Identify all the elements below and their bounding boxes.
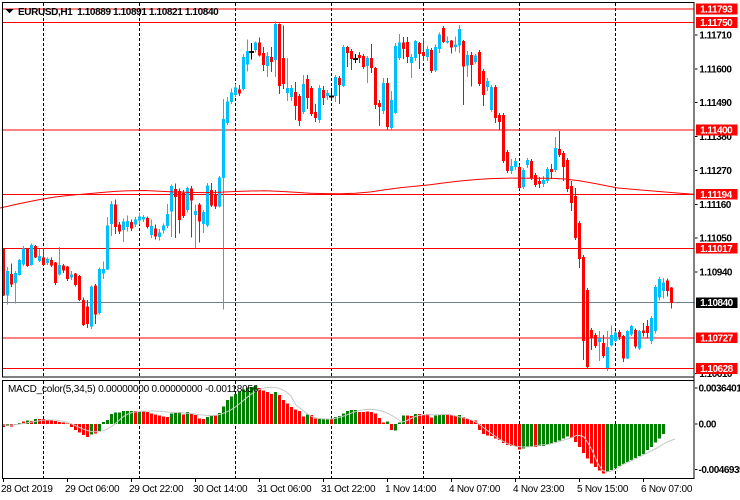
svg-text:1.10610: 1.10610	[699, 369, 733, 380]
svg-text:1.11400: 1.11400	[700, 126, 733, 137]
svg-text:EURUSD,H1 1.10889 1.10891 1.1: EURUSD,H1 1.10889 1.10891 1.10821 1.1084…	[18, 7, 219, 18]
svg-text:31 Oct 22:00: 31 Oct 22:00	[321, 484, 376, 495]
svg-text:-0.0046939: -0.0046939	[699, 465, 740, 476]
svg-text:1.11490: 1.11490	[699, 98, 732, 109]
svg-text:1.10940: 1.10940	[699, 268, 733, 279]
svg-text:29 Oct 06:00: 29 Oct 06:00	[65, 484, 120, 495]
svg-text:6 Nov 07:00: 6 Nov 07:00	[641, 484, 693, 495]
svg-text:28 Oct 2019: 28 Oct 2019	[1, 484, 53, 495]
svg-text:5 Nov 15:00: 5 Nov 15:00	[577, 484, 629, 495]
svg-text:30 Oct 14:00: 30 Oct 14:00	[193, 484, 248, 495]
svg-text:1.11050: 1.11050	[699, 234, 732, 245]
svg-text:0.0036401: 0.0036401	[699, 384, 740, 395]
svg-text:31 Oct 06:00: 31 Oct 06:00	[257, 484, 312, 495]
svg-text:MACD_color(5,34,5) 0.00000000: MACD_color(5,34,5) 0.00000000 0.00000000…	[8, 384, 259, 395]
svg-text:4 Nov 07:00: 4 Nov 07:00	[449, 484, 501, 495]
svg-text:1 Nov 14:00: 1 Nov 14:00	[385, 484, 437, 495]
svg-text:1.11017: 1.11017	[700, 244, 733, 255]
svg-text:1.11160: 1.11160	[699, 200, 731, 211]
svg-text:0.00: 0.00	[699, 420, 717, 431]
svg-text:1.10727: 1.10727	[700, 333, 734, 344]
svg-text:1.11793: 1.11793	[700, 5, 733, 16]
svg-text:1.11600: 1.11600	[699, 64, 732, 75]
svg-text:1.11710: 1.11710	[699, 31, 732, 42]
svg-text:1.11750: 1.11750	[700, 18, 733, 29]
svg-text:1.11270: 1.11270	[699, 166, 732, 177]
svg-text:4 Nov 23:00: 4 Nov 23:00	[513, 484, 565, 495]
svg-text:1.11194: 1.11194	[700, 190, 732, 201]
svg-text:1.10840: 1.10840	[700, 298, 734, 309]
svg-text:1.11380: 1.11380	[699, 132, 732, 143]
svg-text:1.10628: 1.10628	[700, 364, 734, 375]
svg-text:29 Oct 22:00: 29 Oct 22:00	[129, 484, 184, 495]
